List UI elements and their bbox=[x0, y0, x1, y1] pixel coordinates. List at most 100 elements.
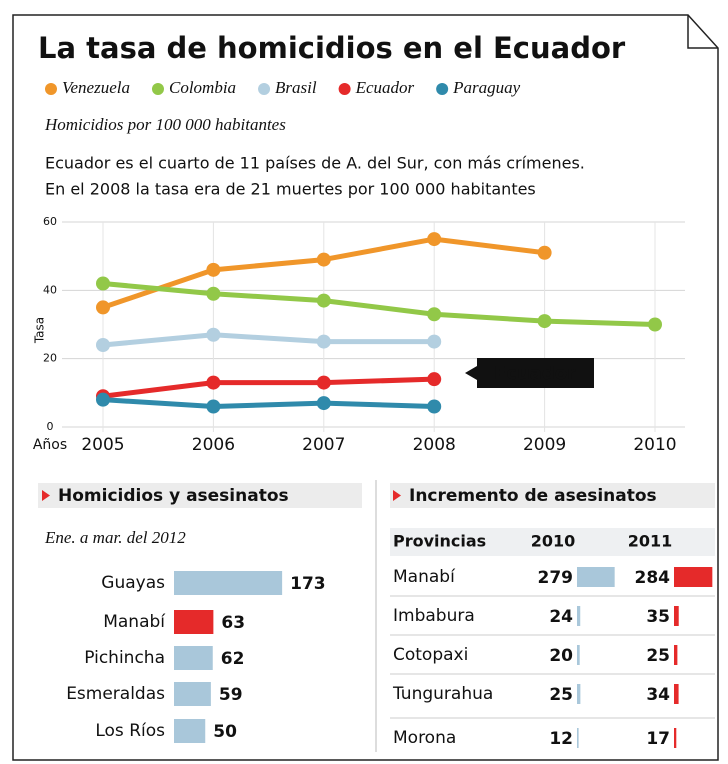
annotation: En el 2008 la tasa era de 21 muertes por… bbox=[45, 180, 536, 199]
bar bbox=[174, 571, 283, 595]
point bbox=[206, 262, 221, 277]
cell-value: 284 bbox=[635, 568, 671, 588]
point bbox=[427, 372, 442, 387]
x-tick-label: 2006 bbox=[192, 435, 235, 455]
value-label: 173 bbox=[290, 574, 326, 594]
section-header-bg bbox=[390, 483, 715, 508]
cell-value: 24 bbox=[549, 607, 573, 627]
legend-label: Brasil bbox=[275, 78, 317, 97]
y-tick-label: 0 bbox=[47, 420, 54, 433]
column-header: 2010 bbox=[531, 532, 576, 551]
subtitle: Ene. a mar. del 2012 bbox=[44, 528, 186, 547]
bar bbox=[174, 719, 206, 743]
series-line bbox=[102, 281, 656, 327]
legend-label: Venezuela bbox=[62, 78, 130, 97]
row-label: Cotopaxi bbox=[393, 645, 468, 665]
point bbox=[316, 293, 331, 308]
bar bbox=[674, 606, 679, 626]
cell-value: 17 bbox=[646, 729, 670, 749]
point bbox=[316, 252, 331, 267]
cell-value: 25 bbox=[646, 646, 670, 666]
legend-marker bbox=[436, 83, 449, 95]
y-tick-label: 20 bbox=[43, 352, 57, 365]
y-axis-label: Tasa bbox=[33, 317, 47, 344]
bar bbox=[577, 606, 581, 626]
category-label: Manabí bbox=[103, 612, 166, 632]
column-header: 2011 bbox=[628, 532, 673, 551]
point bbox=[96, 338, 110, 352]
category-label: Los Ríos bbox=[95, 721, 165, 741]
category-label: Pichincha bbox=[84, 648, 165, 668]
bar bbox=[174, 682, 211, 706]
point bbox=[427, 334, 442, 349]
point bbox=[96, 276, 110, 291]
legend-marker bbox=[338, 83, 351, 95]
category-label: Guayas bbox=[101, 573, 165, 593]
bar bbox=[174, 610, 214, 634]
cell-value: 34 bbox=[646, 685, 670, 705]
bar bbox=[577, 684, 581, 704]
cell-value: 20 bbox=[549, 646, 573, 666]
cell-value: 279 bbox=[538, 568, 574, 588]
bar bbox=[577, 567, 615, 587]
value-label: 63 bbox=[221, 613, 245, 633]
bar bbox=[577, 728, 579, 748]
cell-value: 25 bbox=[549, 685, 573, 705]
point bbox=[537, 245, 552, 260]
point bbox=[427, 307, 442, 322]
row-label: Imbabura bbox=[393, 606, 475, 626]
point bbox=[96, 392, 110, 407]
bar bbox=[674, 728, 677, 748]
annotation: Ecuador es el cuarto de 11 países de A. … bbox=[45, 154, 585, 173]
chart-title: La tasa de homicidios en el Ecuador bbox=[38, 31, 626, 65]
table-header-bg bbox=[390, 528, 715, 556]
bullet bbox=[393, 490, 401, 501]
legend-label: Ecuador bbox=[355, 78, 415, 97]
value-label: 62 bbox=[221, 649, 245, 669]
point bbox=[206, 375, 221, 390]
subtitle: Homicidios por 100 000 habitantes bbox=[44, 115, 286, 134]
x-tick-label: 2005 bbox=[81, 435, 124, 455]
category-label: Esmeraldas bbox=[66, 684, 165, 704]
legend-marker bbox=[151, 83, 164, 95]
legend-label: Paraguay bbox=[452, 78, 521, 97]
cell-value: 12 bbox=[549, 729, 573, 749]
cell-value: 35 bbox=[646, 607, 670, 627]
point bbox=[96, 300, 110, 315]
bullet bbox=[42, 490, 50, 501]
bar bbox=[674, 567, 713, 587]
bar bbox=[674, 645, 678, 665]
bar bbox=[174, 646, 213, 670]
series-line bbox=[102, 332, 435, 348]
point bbox=[427, 399, 442, 414]
x-tick-label: 2009 bbox=[523, 435, 566, 455]
row-label: Manabí bbox=[393, 567, 456, 587]
legend-marker bbox=[258, 83, 271, 95]
row-label: Morona bbox=[393, 728, 456, 748]
y-tick-label: 60 bbox=[43, 215, 57, 228]
bar bbox=[577, 645, 580, 665]
series-line bbox=[102, 397, 435, 409]
x-axis-label: Años bbox=[33, 437, 67, 453]
point bbox=[316, 375, 331, 390]
point bbox=[206, 286, 221, 301]
point bbox=[316, 334, 331, 349]
value-label: 59 bbox=[219, 685, 243, 705]
x-tick-label: 2008 bbox=[413, 435, 456, 455]
section-header-bg bbox=[38, 483, 362, 508]
x-tick-label: 2007 bbox=[302, 435, 345, 455]
callout-box bbox=[465, 358, 594, 388]
y-tick-label: 40 bbox=[43, 283, 57, 296]
table-header: Provincias bbox=[393, 532, 486, 551]
callout: Ecuador bbox=[494, 363, 576, 384]
legend-label: Colombia bbox=[169, 78, 236, 97]
point bbox=[537, 314, 552, 329]
folded-corner bbox=[687, 15, 718, 49]
row-label: Tungurahua bbox=[392, 684, 493, 704]
point bbox=[206, 327, 221, 342]
point bbox=[316, 396, 331, 411]
point bbox=[206, 399, 221, 414]
section-title: Incremento de asesinatos bbox=[409, 486, 657, 506]
point bbox=[648, 317, 662, 332]
